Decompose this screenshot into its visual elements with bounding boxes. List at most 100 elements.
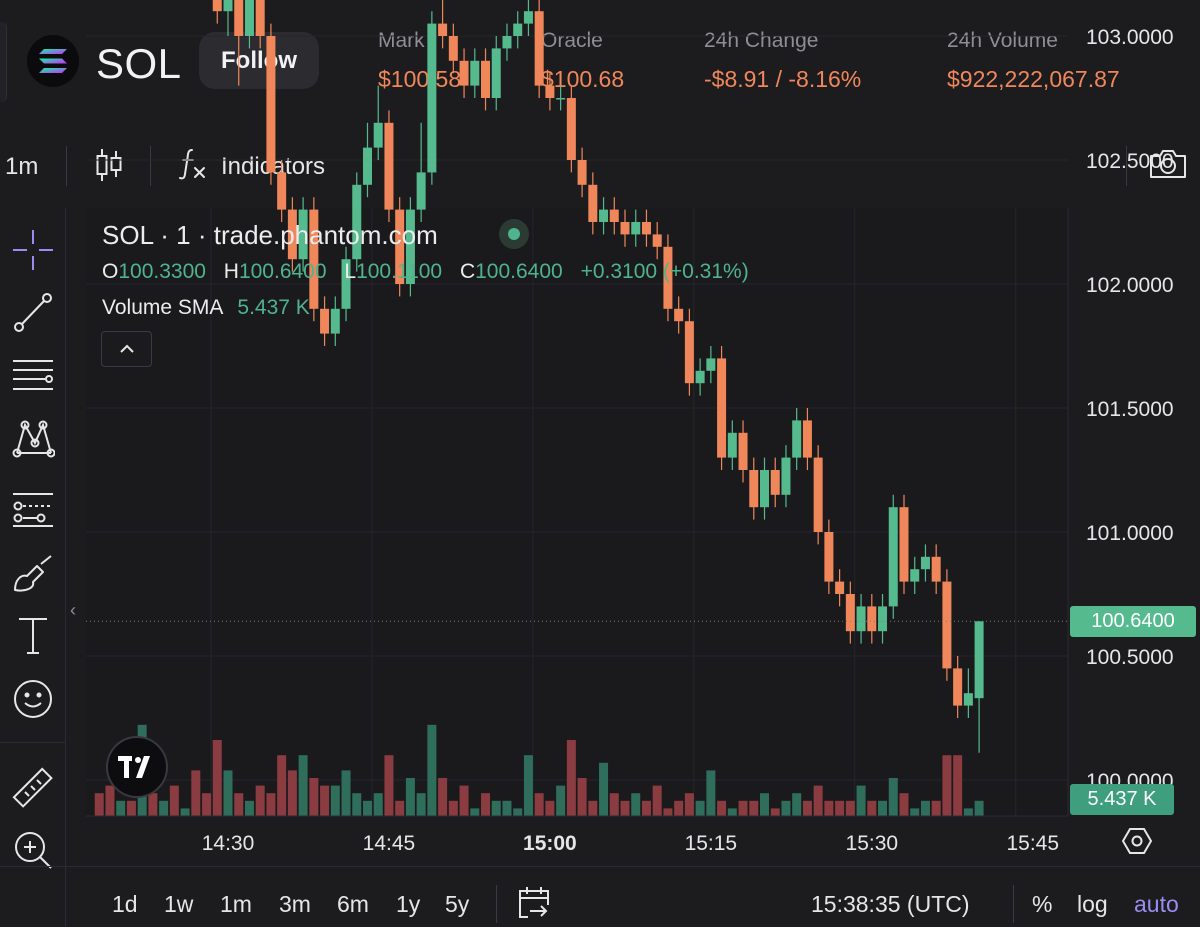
volume-bar <box>202 793 212 816</box>
volume-bar <box>502 800 512 816</box>
candle-body <box>491 48 501 98</box>
axis-settings-icon[interactable] <box>1121 826 1153 861</box>
auto-toggle[interactable]: auto <box>1134 891 1179 917</box>
range-1d[interactable]: 1d <box>112 891 138 917</box>
candle-body <box>556 98 566 100</box>
ruler-icon[interactable] <box>9 764 57 812</box>
crosshair-icon[interactable] <box>9 226 57 274</box>
utc-clock[interactable]: 15:38:35 (UTC) <box>811 891 970 917</box>
sol-logo-icon <box>27 35 79 87</box>
volume-bar <box>320 785 330 816</box>
price-tick-label: 100.5000 <box>1086 646 1174 669</box>
emoji-icon[interactable] <box>9 675 57 723</box>
volume-bar <box>620 800 630 816</box>
candle-body <box>427 23 437 173</box>
candle-body <box>330 308 340 334</box>
volume-bar <box>513 808 523 816</box>
ohlc-key: C <box>459 260 476 283</box>
volume-bar <box>749 800 759 816</box>
volume-bar <box>802 800 812 816</box>
goto-date-icon[interactable] <box>516 885 552 926</box>
range-1m[interactable]: 1m <box>220 891 252 917</box>
brush-icon[interactable] <box>9 550 57 598</box>
percent-toggle[interactable]: % <box>1032 891 1053 917</box>
stat-value: $100.68 <box>541 66 625 92</box>
tradingview-logo-icon[interactable] <box>106 736 168 798</box>
price-tick-label: 103.0000 <box>1086 26 1174 49</box>
volume-bar <box>94 793 104 816</box>
candle-body <box>545 85 555 98</box>
fib-retracement-icon[interactable] <box>9 351 57 399</box>
candle-body <box>341 259 351 309</box>
text-icon[interactable] <box>9 611 57 659</box>
forecast-icon[interactable] <box>9 484 57 532</box>
ohlc-low: 100.1100 <box>356 260 443 283</box>
ohlc-key: O <box>102 260 119 283</box>
candle-body <box>835 581 845 594</box>
candle-body <box>395 209 405 284</box>
candle-body <box>362 147 372 185</box>
volume-bar <box>631 793 641 816</box>
ohlc-key: L <box>344 260 357 283</box>
market-header: SOL Follow Mark $100.58 Oracle $100.68 2… <box>0 0 1200 122</box>
candle-body <box>641 222 651 235</box>
volume-bar <box>942 755 952 816</box>
volume-bar <box>352 793 362 816</box>
volume-bar <box>534 793 544 816</box>
volume-bar <box>341 770 351 816</box>
volume-bar <box>824 800 834 816</box>
trend-line-icon[interactable] <box>9 288 57 336</box>
volume-bar <box>309 778 319 816</box>
candle-body <box>760 470 769 508</box>
candle-body <box>255 0 265 36</box>
follow-button[interactable]: Follow <box>199 32 319 89</box>
volume-bar <box>652 785 662 816</box>
candle-body <box>963 693 973 706</box>
candle-body <box>878 606 888 632</box>
volume-bar <box>760 793 769 816</box>
volume-bar <box>641 800 651 816</box>
candle-body <box>910 569 920 582</box>
volume-bar <box>588 800 598 816</box>
volume-bar <box>491 800 501 816</box>
candle-body <box>845 594 855 632</box>
camera-icon[interactable] <box>1148 148 1188 185</box>
interval-selector[interactable]: 1m <box>5 153 39 180</box>
range-5y[interactable]: 5y <box>445 891 470 917</box>
time-axis: 14:30 14:45 15:00 15:15 15:30 15:45 <box>86 815 1068 855</box>
ohlc-close: 100.6400 <box>475 260 563 283</box>
collapse-legend-button[interactable] <box>101 331 152 367</box>
chevron-left-icon[interactable]: ‹ <box>70 600 76 620</box>
candle-body <box>405 209 415 284</box>
legend-title: SOL · 1 · trade.phantom.com <box>102 220 438 250</box>
ohlc-change: +0.3100 (+0.31%) <box>580 260 749 283</box>
range-1y[interactable]: 1y <box>396 891 421 917</box>
range-1w[interactable]: 1w <box>164 891 194 917</box>
candle-body <box>974 621 984 699</box>
pattern-icon[interactable] <box>9 415 57 463</box>
range-3m[interactable]: 3m <box>279 891 311 917</box>
header-edge <box>0 22 7 102</box>
candle-body <box>298 209 308 260</box>
volume-label: Volume SMA <box>102 296 224 319</box>
time-tick-label: 14:45 <box>363 832 416 855</box>
candlesticks <box>212 0 984 753</box>
volume-bar <box>953 755 963 816</box>
volume-tag: 5.437 K <box>1070 784 1174 815</box>
candle-body <box>792 420 802 458</box>
log-toggle[interactable]: log <box>1077 891 1108 917</box>
candle-body <box>813 457 823 532</box>
volume-bars <box>94 724 984 816</box>
volume-bar <box>835 800 845 816</box>
candle-body <box>448 36 458 61</box>
candle-body <box>534 11 544 86</box>
volume-bar <box>330 785 340 816</box>
volume-bar <box>298 755 308 816</box>
range-6m[interactable]: 6m <box>337 891 369 917</box>
volume-bar <box>856 785 866 816</box>
time-tick-label: 15:45 <box>1006 832 1059 855</box>
volume-bar <box>781 800 791 816</box>
volume-bar <box>867 800 877 816</box>
candle-style-icon[interactable] <box>94 147 124 188</box>
